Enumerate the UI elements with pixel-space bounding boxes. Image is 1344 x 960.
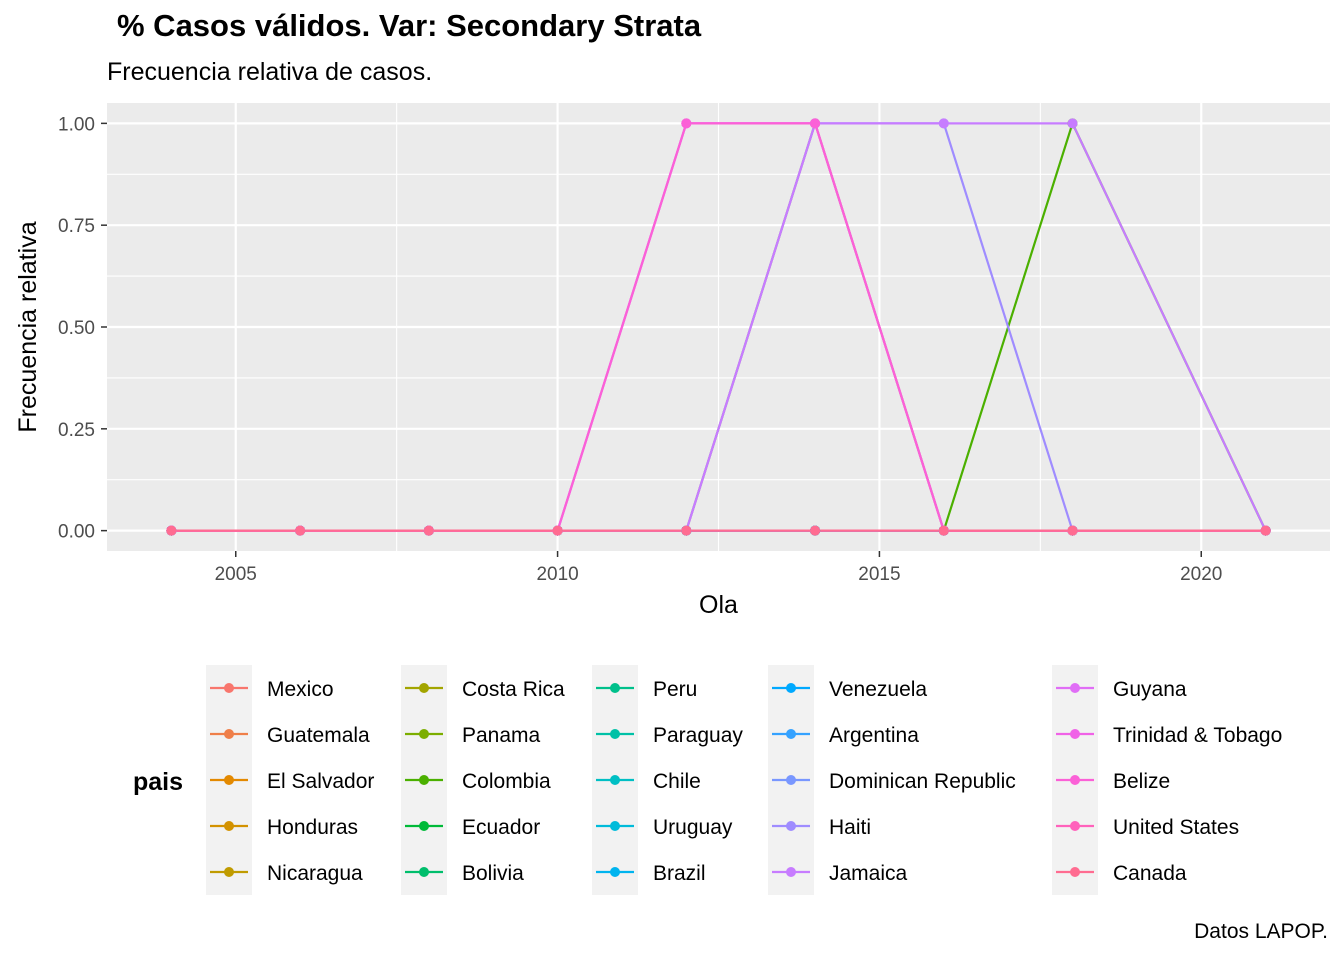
legend-label: Dominican Republic [829,770,1016,793]
legend-key-point [419,775,429,785]
legend-label: Argentina [829,724,919,747]
data-point [810,118,821,129]
x-axis-title: Ola [699,591,738,619]
legend-key-point [786,821,796,831]
legend-label: Jamaica [829,862,908,885]
x-axis: 2005 2010 2015 2020 [215,551,1222,585]
legend-key-point [224,867,234,877]
legend-label: Canada [1113,862,1187,885]
y-tick-label: 0.00 [58,522,95,543]
x-tick-label: 2005 [215,564,257,585]
legend-label: Paraguay [653,724,743,747]
legend-label: Panama [462,724,541,747]
legend-label: Brazil [653,862,706,885]
legend-key-point [610,867,620,877]
legend-label: El Salvador [267,770,374,793]
legend-key-point [1070,867,1080,877]
chart-caption: Datos LAPOP. [1194,920,1328,943]
y-axis: 0.00 0.25 0.50 0.75 1.00 [58,114,107,543]
legend-key-point [224,775,234,785]
legend-key-point [1070,683,1080,693]
data-point [552,525,563,536]
legend-key-point [786,729,796,739]
data-point [681,118,692,129]
legend-label: Venezuela [829,678,927,701]
y-tick-label: 0.25 [58,420,95,441]
legend-key-point [419,867,429,877]
x-tick-label: 2015 [858,564,900,585]
legend-label: Belize [1113,770,1170,793]
legend-label: Haiti [829,816,871,839]
data-point [681,525,692,536]
legend-label: Chile [653,770,701,793]
legend-label: Colombia [462,770,551,793]
legend-label: Honduras [267,816,358,839]
series-points [166,118,1271,536]
legend-key-point [419,821,429,831]
legend-label: Guatemala [267,724,370,747]
data-point [1260,525,1271,536]
legend-label: United States [1113,816,1239,839]
data-point [1067,525,1078,536]
legend-label: Guyana [1113,678,1187,701]
data-point [295,525,306,536]
legend-key-point [610,821,620,831]
chart-title: % Casos válidos. Var: Secondary Strata [117,8,702,43]
x-tick-label: 2010 [536,564,578,585]
x-tick-label: 2020 [1180,564,1222,585]
legend-label: Nicaragua [267,862,363,885]
legend-key-point [1070,775,1080,785]
legend-label: Bolivia [462,862,524,885]
legend-title: pais [133,768,183,796]
y-tick-label: 1.00 [58,114,95,135]
legend-label: Peru [653,678,697,701]
y-axis-title: Frecuencia relativa [14,221,42,432]
legend-label: Uruguay [653,816,733,839]
legend-key-point [1070,821,1080,831]
data-point [938,118,949,129]
data-point [1067,118,1078,129]
legend-label: Ecuador [462,816,540,839]
chart-subtitle: Frecuencia relativa de casos. [107,58,433,86]
legend-label: Trinidad & Tobago [1113,724,1282,747]
legend-key-point [419,683,429,693]
legend-key-point [610,729,620,739]
y-tick-label: 0.50 [58,318,95,339]
legend-key-point [786,775,796,785]
legend-label: Costa Rica [462,678,565,701]
legend-label: Mexico [267,678,334,701]
data-point [938,525,949,536]
legend-key-point [419,729,429,739]
legend-key-point [786,683,796,693]
data-point [423,525,434,536]
legend-key-point [224,683,234,693]
data-point [810,525,821,536]
legend-key-point [1070,729,1080,739]
legend-key-point [224,821,234,831]
data-point [166,525,177,536]
y-tick-label: 0.75 [58,216,95,237]
legend-key-point [610,775,620,785]
legend-key-point [224,729,234,739]
minor-gridlines [107,103,1330,551]
legend-key-point [610,683,620,693]
legend: pais Mexico Guatemala El Salvador Honduras N… [133,665,1282,895]
legend-key-point [786,867,796,877]
